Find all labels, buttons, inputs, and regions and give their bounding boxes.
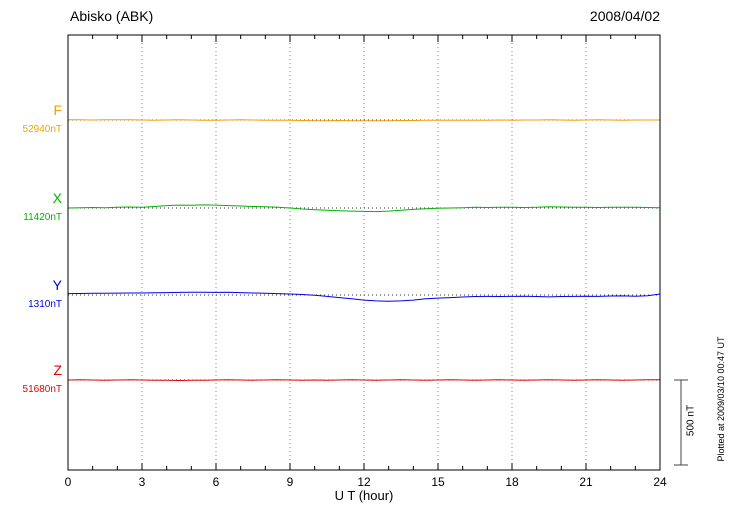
tick-marks (92, 35, 636, 470)
plot-frame (67, 34, 661, 471)
x-tick-label: 15 (431, 475, 445, 489)
series-value-F: 52940nT (22, 124, 62, 135)
series-value-X: 11420nT (23, 212, 62, 223)
scale-bar (674, 379, 688, 466)
series-letter-X: X (52, 190, 62, 206)
series-letter-Y: Y (52, 277, 62, 293)
trace-Z (67, 379, 661, 382)
x-axis-label: U T (hour) (334, 488, 394, 503)
trace-X (67, 204, 661, 213)
x-tick-label: 9 (286, 475, 294, 489)
x-tick-label: 0 (64, 475, 72, 489)
x-tick-label: 21 (579, 475, 593, 489)
series-value-Y: 1310nT (28, 299, 62, 310)
trace-Y (67, 291, 661, 302)
x-tick-label: 12 (357, 475, 371, 489)
date-label: 2008/04/02 (589, 8, 660, 24)
station-title: Abisko (ABK) (70, 8, 154, 24)
x-tick-label: 18 (505, 475, 519, 489)
scale-bar-label: 500 nT (685, 404, 697, 437)
trace-F (67, 119, 660, 122)
series-value-Z: 51680nT (22, 384, 62, 395)
x-tick-label: 24 (653, 475, 667, 489)
x-tick-label: 3 (138, 475, 146, 489)
x-tick-label: 6 (212, 475, 220, 489)
series-letter-Z: Z (53, 362, 62, 378)
gridlines (141, 35, 587, 470)
plotted-at-note: Plotted at 2009/03/10 00:47 UT (716, 336, 726, 462)
series-letter-F: F (53, 102, 62, 118)
